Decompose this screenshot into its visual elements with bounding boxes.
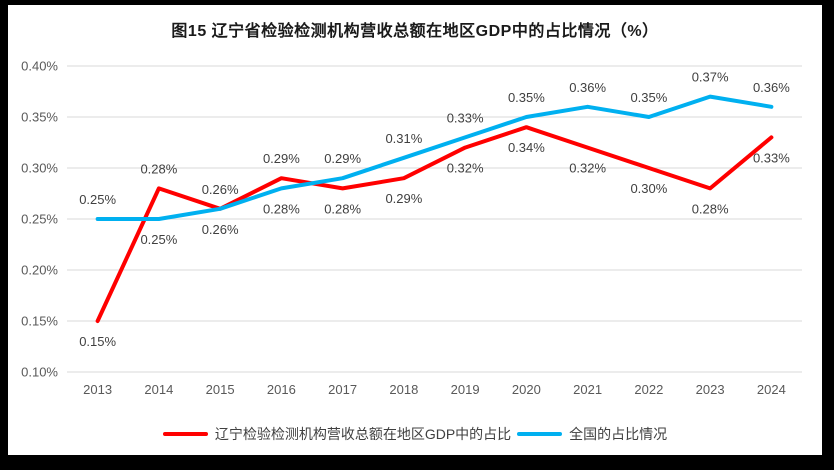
series-line-national [95, 94, 774, 221]
series-line-liaoning [95, 125, 774, 323]
x-axis-tick-label: 2013 [83, 382, 112, 397]
y-axis-tick-label: 0.40% [21, 59, 58, 74]
x-axis-tick-label: 2016 [267, 382, 296, 397]
data-label-national: 0.26% [202, 222, 239, 237]
y-axis-tick-label: 0.15% [21, 314, 58, 329]
data-label-liaoning: 0.28% [692, 201, 729, 216]
legend-label-national: 全国的占比情况 [569, 426, 668, 442]
chart-title: 图15 辽宁省检验检测机构营收总额在地区GDP中的占比情况（%） [171, 23, 659, 40]
data-label-liaoning: 0.33% [753, 150, 790, 165]
chart-legend: 辽宁检验检测机构营收总额在地区GDP中的占比 全国的占比情况 [8, 424, 822, 444]
data-label-liaoning: 0.30% [630, 181, 667, 196]
data-label-national: 0.35% [630, 90, 667, 105]
data-label-national: 0.36% [569, 80, 606, 95]
data-label-liaoning: 0.29% [385, 191, 422, 206]
legend-item-liaoning: 辽宁检验检测机构营收总额在地区GDP中的占比 [162, 424, 512, 444]
x-axis-tick-label: 2020 [512, 382, 541, 397]
legend-line-national [517, 432, 563, 436]
data-label-national: 0.36% [753, 80, 790, 95]
x-axis-tick-label: 2018 [389, 382, 418, 397]
x-axis-tick-label: 2021 [573, 382, 602, 397]
data-label-liaoning: 0.32% [569, 161, 606, 176]
y-axis-tick-label: 0.20% [21, 263, 58, 278]
y-axis-tick-label: 0.10% [21, 365, 58, 380]
y-axis-tick-label: 0.25% [21, 212, 58, 227]
y-axis-tick-label: 0.30% [21, 161, 58, 176]
legend-label-liaoning: 辽宁检验检测机构营收总额在地区GDP中的占比 [214, 426, 512, 442]
chart-frame: 图15 辽宁省检验检测机构营收总额在地区GDP中的占比情况（%） 0.10% 0.… [8, 5, 822, 455]
data-label-national: 0.35% [508, 90, 545, 105]
legend-item-national: 全国的占比情况 [517, 424, 667, 444]
line-chart-svg: 0.10% 0.15% 0.20% 0.25% 0.30% 0.35% 0.40% 2013 2… [21, 59, 802, 397]
data-label-national: 0.33% [447, 110, 484, 125]
x-axis-tick-label: 2014 [144, 382, 173, 397]
data-label-liaoning: 0.29% [263, 151, 300, 166]
x-axis-tick-label: 2015 [206, 382, 235, 397]
data-label-liaoning: 0.15% [79, 334, 116, 349]
x-axis-tick-label: 2023 [696, 382, 725, 397]
data-label-national: 0.28% [263, 201, 300, 216]
data-label-liaoning: 0.32% [447, 161, 484, 176]
y-axis-tick-label: 0.35% [21, 110, 58, 125]
x-axis-tick-label: 2022 [634, 382, 663, 397]
data-label-national: 0.31% [385, 131, 422, 146]
data-label-national: 0.29% [324, 151, 361, 166]
data-label-liaoning: 0.28% [140, 161, 177, 176]
legend-line-liaoning [162, 432, 208, 436]
data-label-liaoning: 0.34% [508, 140, 545, 155]
data-label-national: 0.25% [79, 192, 116, 207]
x-axis-tick-label: 2024 [757, 382, 786, 397]
x-axis-tick-label: 2017 [328, 382, 357, 397]
data-label-national: 0.37% [692, 70, 729, 85]
data-label-national: 0.25% [140, 232, 177, 247]
data-label-liaoning: 0.26% [202, 182, 239, 197]
x-axis-tick-label: 2019 [451, 382, 480, 397]
data-label-liaoning: 0.28% [324, 201, 361, 216]
